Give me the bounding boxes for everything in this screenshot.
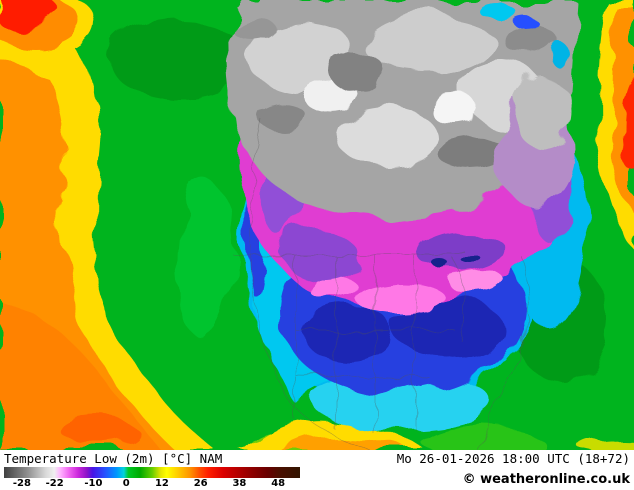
temperature-map [0,0,634,450]
legend-tick: -10 [84,478,103,489]
legend-tick-labels: -28 -22 -10 0 12 26 38 48 [4,478,302,489]
copyright: © weatheronline.co.uk [462,472,630,487]
legend-tick: 0 [122,478,130,489]
map-title: Temperature Low (2m) [°C] NAM [4,451,223,466]
legend-tick: -22 [45,478,64,489]
legend-tick: 48 [271,478,286,489]
map-datetime: Mo 26-01-2026 18:00 UTC (18+72) [396,451,630,466]
legend-gradient-bar [4,467,300,478]
temperature-legend: -28 -22 -10 0 12 26 38 48 [4,467,302,489]
temperature-map-svg [0,0,634,450]
legend-tick: -28 [12,478,31,489]
legend-tick: 26 [193,478,208,489]
legend-tick: 12 [154,478,169,489]
legend-tick: 38 [232,478,247,489]
footer-bar: Temperature Low (2m) [°C] NAM Mo 26-01-2… [0,450,634,490]
